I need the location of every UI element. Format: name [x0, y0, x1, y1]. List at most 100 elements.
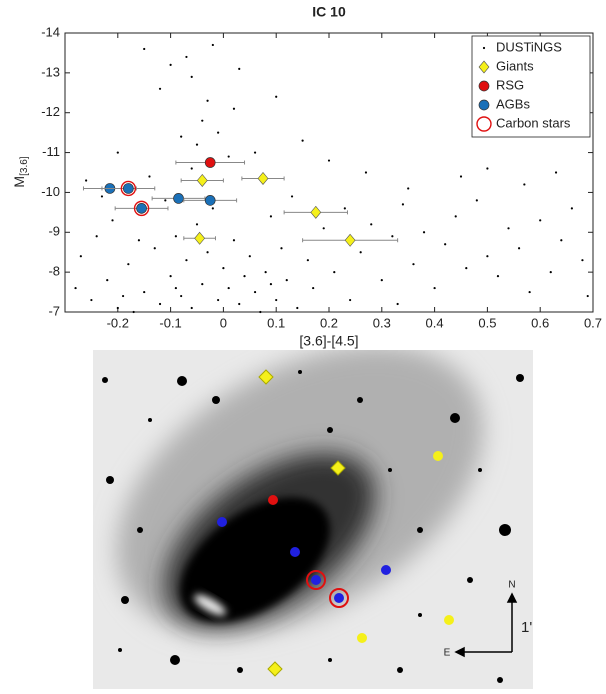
point — [549, 271, 552, 274]
point — [153, 247, 156, 250]
point — [190, 306, 193, 310]
giant-marker — [330, 460, 346, 476]
point — [243, 275, 246, 278]
point — [306, 259, 309, 262]
galaxy-core — [180, 497, 330, 623]
point — [539, 219, 542, 222]
point — [301, 139, 304, 142]
point — [232, 239, 236, 242]
series — [120, 180, 150, 217]
point — [148, 175, 151, 178]
point — [100, 195, 104, 198]
point — [269, 215, 273, 218]
point — [560, 239, 563, 242]
point — [248, 255, 251, 258]
point — [380, 279, 383, 282]
point — [194, 231, 206, 245]
point — [275, 95, 278, 98]
point — [253, 290, 257, 294]
point — [310, 205, 322, 219]
point — [174, 235, 177, 238]
y-label-main: M — [11, 176, 27, 188]
x-tick-label: 0.1 — [267, 315, 285, 330]
point — [280, 247, 283, 250]
point — [196, 174, 208, 187]
point — [459, 175, 463, 178]
x-tick-label: 0.6 — [531, 315, 549, 330]
point — [285, 279, 288, 282]
north-label: N — [508, 580, 515, 591]
point — [121, 294, 125, 298]
point — [264, 271, 267, 274]
point — [391, 235, 394, 238]
point — [222, 267, 225, 270]
giant-marker — [357, 633, 367, 643]
point — [528, 290, 531, 294]
point — [174, 286, 177, 290]
point — [433, 286, 436, 290]
point — [143, 47, 146, 51]
legend-label: DUSTiNGS — [496, 39, 562, 54]
point — [322, 227, 325, 230]
legend-label: RSG — [496, 77, 524, 92]
point — [344, 233, 356, 247]
point — [190, 75, 193, 78]
rsg-marker — [268, 495, 278, 505]
point — [486, 255, 489, 258]
legend-box — [471, 35, 591, 138]
point — [523, 183, 526, 186]
y-tick-label: -10 — [41, 184, 60, 199]
point — [201, 119, 204, 122]
point — [407, 187, 410, 190]
point — [173, 193, 184, 204]
y-tick-label: -14 — [41, 24, 60, 39]
point — [164, 199, 167, 202]
point — [190, 167, 193, 170]
point — [253, 151, 257, 154]
agb-marker — [334, 593, 344, 603]
point — [180, 294, 183, 298]
point — [227, 155, 230, 158]
point — [475, 199, 478, 202]
field-stars — [102, 370, 524, 683]
point — [259, 310, 262, 314]
point — [496, 275, 500, 278]
point — [444, 243, 447, 246]
point — [486, 167, 489, 170]
legend-marker — [482, 46, 486, 50]
point — [370, 223, 373, 226]
point — [554, 171, 558, 174]
point — [349, 298, 352, 302]
point — [85, 179, 88, 182]
legend-marker — [478, 80, 490, 92]
y-axis-label-text: M[3.6] — [11, 156, 30, 187]
point — [312, 286, 315, 290]
point — [169, 63, 172, 66]
legend-label: Giants — [496, 58, 534, 73]
point — [238, 302, 241, 306]
point — [238, 67, 241, 70]
east-label: E — [444, 648, 451, 659]
point — [296, 306, 299, 310]
point — [158, 87, 162, 90]
point — [327, 159, 331, 162]
point — [143, 290, 146, 294]
point — [211, 207, 214, 210]
point — [195, 143, 199, 146]
series — [175, 157, 246, 168]
carbon-marker — [306, 570, 326, 590]
series — [180, 172, 399, 247]
point — [180, 135, 183, 138]
point — [454, 215, 457, 218]
point — [90, 298, 93, 302]
y-tick-label: -9 — [48, 224, 60, 239]
point — [137, 239, 141, 242]
scale-label: 1' — [521, 619, 532, 636]
point — [106, 279, 109, 282]
y-axis-label: M[3.6] — [11, 156, 30, 187]
finder-image: N E 1' — [93, 350, 533, 689]
point — [364, 171, 368, 174]
legend-label: Carbon stars — [496, 115, 571, 130]
point — [227, 286, 230, 290]
point — [586, 294, 589, 298]
